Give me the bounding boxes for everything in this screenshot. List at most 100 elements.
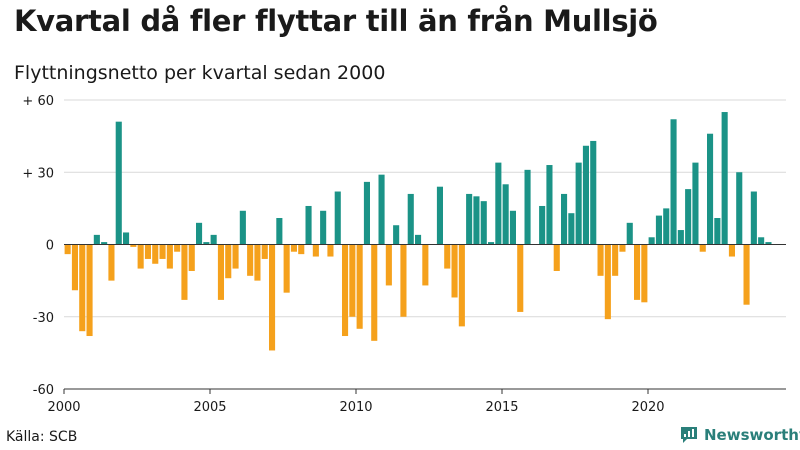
bar (743, 244, 750, 305)
bar (524, 169, 531, 245)
y-axis: + 60 + 30 0 -30 -60 (22, 94, 54, 398)
bar (356, 244, 363, 329)
bar (269, 244, 276, 351)
bar (137, 244, 144, 269)
bar (93, 234, 100, 245)
bar (181, 244, 188, 300)
bar (670, 119, 677, 245)
bar (144, 244, 151, 259)
bar (159, 244, 166, 259)
bar (517, 244, 524, 312)
bar (363, 181, 370, 245)
bar (188, 244, 195, 271)
bar (349, 244, 356, 317)
bar (568, 213, 575, 245)
y-tick-label: + 30 (22, 166, 54, 181)
bar (174, 244, 181, 252)
x-tick-label: 2020 (631, 400, 664, 415)
bar (561, 193, 568, 245)
newsworthy-logo-icon (681, 427, 697, 443)
bar (707, 133, 714, 245)
bar (648, 237, 655, 245)
bar (334, 191, 341, 245)
bar (254, 244, 261, 281)
bar (692, 162, 699, 245)
bar (225, 244, 232, 279)
bar (298, 244, 305, 255)
bar (466, 193, 473, 245)
x-axis: 2000 2005 2010 2015 2020 (47, 388, 786, 415)
bar (582, 145, 589, 245)
bar (502, 184, 509, 245)
bar (451, 244, 458, 298)
bar (86, 244, 93, 337)
bar (290, 244, 297, 252)
bar (342, 244, 349, 337)
bar (371, 244, 378, 341)
bar (312, 244, 319, 257)
source-note: Källa: SCB (6, 429, 78, 445)
bars (64, 112, 772, 351)
bar (400, 244, 407, 317)
bar (590, 140, 597, 245)
y-tick-label: 0 (46, 239, 54, 254)
bar (546, 165, 553, 245)
bar (699, 244, 706, 252)
bar (736, 172, 743, 245)
brand-name: Newsworthy (704, 426, 800, 444)
bar (444, 244, 451, 269)
bar (634, 244, 641, 300)
bar (553, 244, 560, 271)
bar (415, 234, 422, 245)
chart-subtitle: Flyttningsnetto per kvartal sedan 2000 (14, 62, 386, 84)
chart-title: Kvartal då fler flyttar till än från Mul… (14, 4, 658, 38)
y-tick-label: + 60 (22, 94, 54, 109)
bar (247, 244, 254, 276)
bar (436, 186, 443, 245)
bar (714, 218, 721, 245)
bar (327, 244, 334, 257)
bar (575, 162, 582, 245)
bar (758, 237, 765, 245)
bar (626, 222, 633, 245)
bar (458, 244, 465, 327)
bar (378, 174, 385, 245)
bar (203, 242, 210, 245)
bar (728, 244, 735, 257)
bar (612, 244, 619, 276)
newsworthy-logo: Newsworthy (679, 425, 800, 445)
bar (385, 244, 392, 286)
bar (115, 121, 122, 245)
bar (604, 244, 611, 320)
bar (210, 234, 217, 245)
bar (721, 112, 728, 245)
bar (677, 230, 684, 245)
bar (239, 210, 246, 245)
bar (130, 244, 137, 247)
bar (509, 210, 516, 245)
bar (232, 244, 239, 269)
bar (597, 244, 604, 276)
bar (495, 162, 502, 245)
bar (217, 244, 224, 300)
bar (123, 232, 130, 245)
bar (108, 244, 115, 281)
bar (685, 189, 692, 245)
y-tick-label: -30 (33, 311, 54, 326)
bar (750, 191, 757, 245)
bar (393, 225, 400, 245)
bar (283, 244, 290, 293)
bar (305, 205, 312, 245)
bar (641, 244, 648, 303)
x-tick-label: 2015 (485, 400, 518, 415)
bar (473, 196, 480, 245)
bar (407, 193, 414, 245)
bar (152, 244, 159, 264)
bar (422, 244, 429, 286)
bar (64, 244, 71, 255)
y-tick-label: -60 (33, 383, 54, 398)
x-tick-label: 2005 (193, 400, 226, 415)
bar (663, 208, 670, 245)
bar (480, 201, 487, 245)
